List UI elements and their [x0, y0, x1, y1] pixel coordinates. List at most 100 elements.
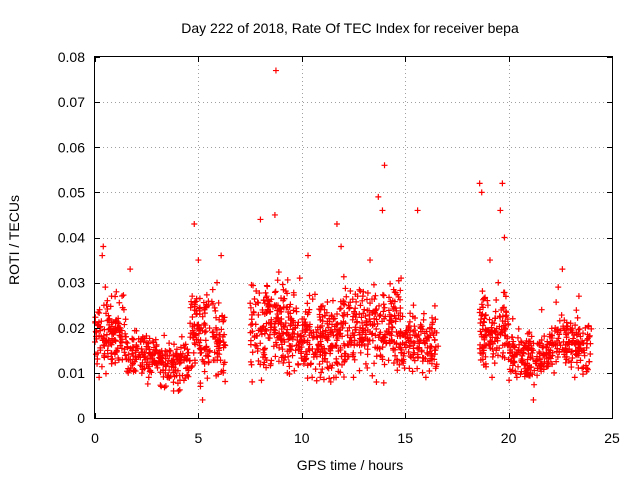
data-point — [112, 320, 119, 327]
data-point — [251, 295, 258, 302]
data-point — [354, 293, 361, 300]
data-point — [385, 307, 392, 314]
data-point — [253, 287, 260, 294]
data-point — [377, 352, 384, 359]
data-point — [275, 358, 282, 365]
data-point — [569, 325, 576, 332]
data-point — [197, 344, 204, 351]
data-point — [398, 275, 405, 282]
data-point — [268, 357, 275, 364]
data-point — [220, 369, 227, 376]
data-point — [122, 316, 129, 323]
data-point — [429, 314, 436, 321]
data-point — [281, 357, 288, 364]
data-point — [247, 337, 254, 344]
data-point — [272, 67, 279, 74]
data-point — [283, 331, 290, 338]
data-point — [109, 319, 116, 326]
data-point — [133, 343, 140, 350]
data-point — [220, 339, 227, 346]
data-point — [162, 369, 169, 376]
data-point — [121, 349, 128, 356]
data-point — [304, 311, 311, 318]
data-point — [329, 297, 336, 304]
data-point — [515, 363, 522, 370]
data-point — [290, 319, 297, 326]
data-point — [187, 334, 194, 341]
data-point — [364, 326, 371, 333]
data-point — [104, 305, 111, 312]
data-point — [411, 332, 418, 339]
data-point — [379, 356, 386, 363]
data-point — [185, 349, 192, 356]
data-point — [533, 357, 540, 364]
data-point — [189, 314, 196, 321]
data-point — [364, 346, 371, 353]
data-point — [158, 383, 165, 390]
data-point — [214, 279, 221, 286]
data-point — [541, 333, 548, 340]
data-point — [350, 313, 357, 320]
y-axis-label: ROTI / TECUs — [6, 195, 22, 285]
data-point — [536, 356, 543, 363]
data-point — [499, 329, 506, 336]
data-point — [414, 207, 421, 214]
data-point — [500, 289, 507, 296]
data-point — [190, 349, 197, 356]
data-point — [248, 361, 255, 368]
data-point — [322, 334, 329, 341]
data-point — [390, 345, 397, 352]
data-point — [104, 353, 111, 360]
data-point — [361, 342, 368, 349]
data-point — [575, 293, 582, 300]
data-point — [344, 311, 351, 318]
data-point — [309, 374, 316, 381]
data-point — [359, 325, 366, 332]
data-point — [395, 293, 402, 300]
data-point — [151, 357, 158, 364]
data-point — [500, 322, 507, 329]
data-point — [272, 353, 279, 360]
data-point — [249, 328, 256, 335]
data-point — [577, 357, 584, 364]
data-point — [584, 366, 591, 373]
data-point — [380, 292, 387, 299]
data-point — [267, 360, 274, 367]
data-point — [482, 326, 489, 333]
data-point — [406, 331, 413, 338]
data-point — [580, 347, 587, 354]
data-point — [195, 321, 202, 328]
data-point — [507, 344, 514, 351]
data-point — [497, 313, 504, 320]
data-point — [388, 313, 395, 320]
data-point — [431, 351, 438, 358]
data-point — [98, 333, 105, 340]
data-point — [407, 310, 414, 317]
data-point — [337, 344, 344, 351]
data-point — [353, 319, 360, 326]
data-point — [124, 344, 131, 351]
data-point — [577, 333, 584, 340]
data-point — [501, 304, 508, 311]
data-point — [351, 332, 358, 339]
data-point — [398, 357, 405, 364]
data-point — [169, 361, 176, 368]
data-point — [580, 364, 587, 371]
data-point — [287, 301, 294, 308]
data-point — [199, 313, 206, 320]
data-point — [423, 328, 430, 335]
data-point — [499, 353, 506, 360]
data-point — [522, 360, 529, 367]
data-point — [360, 288, 367, 295]
data-point — [195, 330, 202, 337]
data-point — [410, 345, 417, 352]
data-point — [356, 342, 363, 349]
data-point — [271, 289, 278, 296]
data-point — [350, 353, 357, 360]
data-point — [347, 287, 354, 294]
data-point — [104, 297, 111, 304]
data-point — [340, 374, 347, 381]
data-point — [272, 288, 279, 295]
data-point — [419, 369, 426, 376]
data-point — [559, 346, 566, 353]
